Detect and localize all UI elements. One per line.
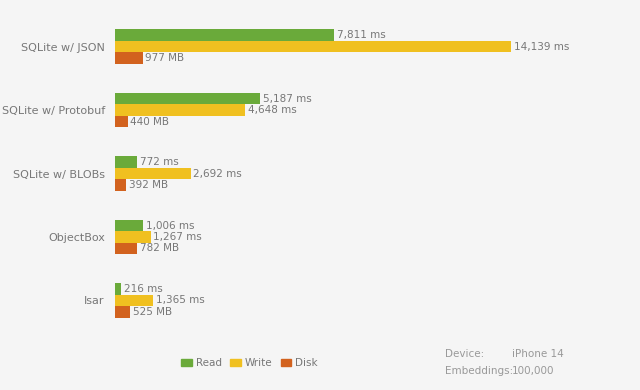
Text: 5,187 ms: 5,187 ms	[263, 94, 312, 104]
Text: 977 MB: 977 MB	[145, 53, 184, 63]
Bar	[115, 231, 150, 243]
Text: 1,365 ms: 1,365 ms	[156, 296, 205, 305]
Text: 772 ms: 772 ms	[140, 157, 179, 167]
Text: 525 MB: 525 MB	[132, 307, 172, 317]
Text: 1,006 ms: 1,006 ms	[146, 221, 195, 230]
Bar	[115, 156, 137, 168]
Bar	[115, 295, 154, 306]
Bar	[115, 168, 191, 179]
Bar	[115, 220, 143, 231]
Text: 392 MB: 392 MB	[129, 180, 168, 190]
Text: 4,648 ms: 4,648 ms	[248, 105, 297, 115]
Bar	[115, 243, 137, 254]
Text: 14,139 ms: 14,139 ms	[514, 42, 569, 51]
Bar	[115, 30, 334, 41]
Text: 7,811 ms: 7,811 ms	[337, 30, 385, 40]
Text: 782 MB: 782 MB	[140, 243, 179, 254]
Bar	[115, 41, 511, 52]
Bar	[115, 306, 130, 317]
Bar	[115, 52, 143, 64]
Text: iPhone 14: iPhone 14	[512, 349, 564, 359]
Bar	[115, 179, 126, 191]
Bar	[115, 93, 260, 105]
Text: 440 MB: 440 MB	[131, 117, 170, 126]
Text: Device:: Device:	[445, 349, 484, 359]
Bar	[115, 105, 245, 116]
Text: 100,000: 100,000	[512, 366, 554, 376]
Bar	[115, 116, 127, 127]
Bar	[115, 284, 121, 295]
Text: 216 ms: 216 ms	[124, 284, 163, 294]
Text: 1,267 ms: 1,267 ms	[154, 232, 202, 242]
Legend: Read, Write, Disk: Read, Write, Disk	[177, 354, 322, 372]
Text: Embeddings:: Embeddings:	[445, 366, 513, 376]
Text: 2,692 ms: 2,692 ms	[193, 168, 242, 179]
